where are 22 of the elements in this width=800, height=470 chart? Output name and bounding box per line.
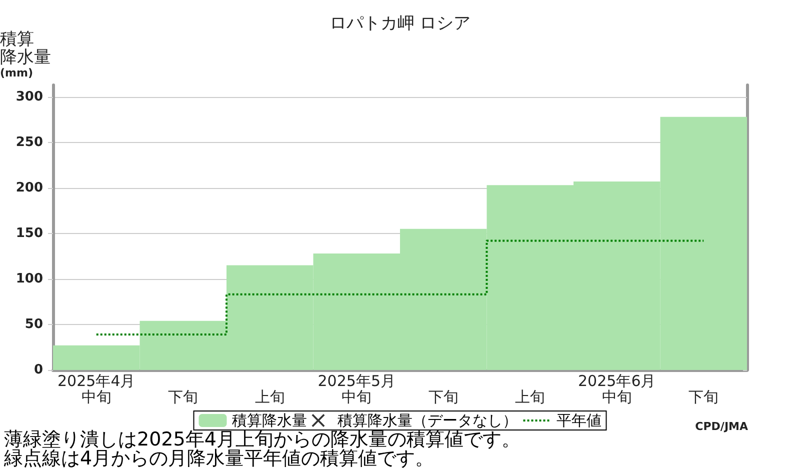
y-tick-label: 100	[16, 271, 43, 286]
text: CPD/JMA	[695, 420, 748, 433]
x-tick-label: 下旬	[688, 388, 719, 406]
y-tick-label: 50	[24, 316, 43, 332]
y-tick-label: 250	[16, 134, 43, 150]
x-tick-label: 上旬	[254, 388, 285, 406]
x-tick-label: 下旬	[428, 388, 458, 406]
x-tick-label: 2025年4月中旬	[58, 372, 136, 406]
text: 緑点線は4月からの月降水量平年値の積算値です。	[3, 448, 434, 470]
y-tick-label: 300	[16, 89, 43, 104]
x-tick-label: 2025年5月中旬	[318, 372, 396, 406]
x-tick-label: 上旬	[515, 388, 546, 406]
y-tick-label: 200	[16, 180, 43, 196]
chart-title: ロパトカ岬 ロシア	[329, 14, 471, 34]
legend-label: 積算降水量	[232, 412, 307, 430]
legend-label: 積算降水量（データなし）	[337, 412, 518, 430]
y-tick-label: 0	[34, 362, 43, 378]
y-axis-title: 積算降水量(mm)	[0, 30, 51, 80]
x-tick-label: 下旬	[168, 388, 198, 406]
y-tick-label: 150	[16, 226, 43, 241]
legend-label: 平年値	[556, 412, 602, 430]
x-tick-label: 2025年6月中旬	[578, 372, 656, 406]
